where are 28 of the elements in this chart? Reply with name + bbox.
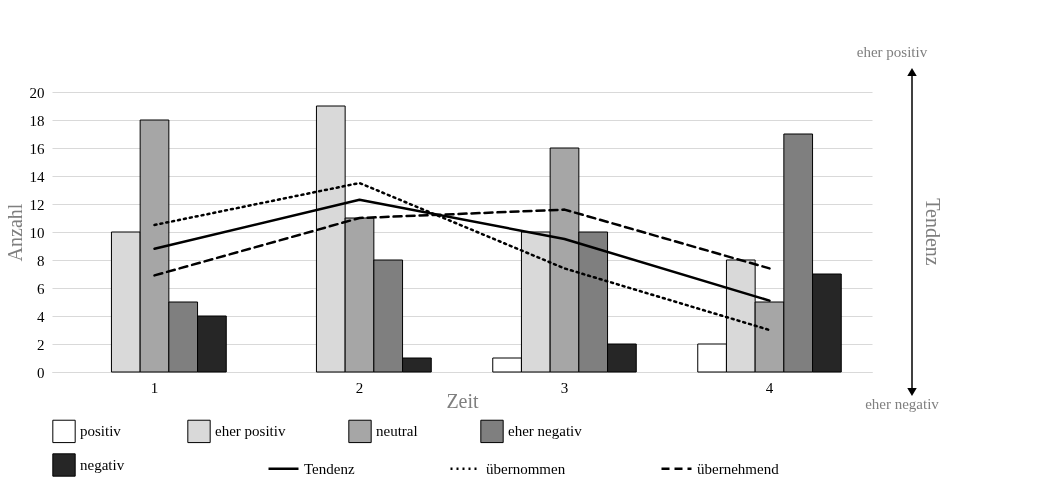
y-tick-label: 12 xyxy=(29,196,45,213)
y-axis-title: Anzahl xyxy=(3,203,26,262)
text: eher negativ xyxy=(865,396,940,412)
x-tick-label: 4 xyxy=(765,379,774,396)
y-tick-label: 4 xyxy=(37,308,45,325)
y-tick-label: 2 xyxy=(37,336,45,353)
x-tick-label: 1 xyxy=(150,379,159,396)
x-tick-label: 3 xyxy=(560,379,569,396)
legend-label: eher negativ xyxy=(508,423,583,440)
legend-label: neutral xyxy=(376,423,418,440)
y-tick-label: 18 xyxy=(29,112,45,129)
y-tick-label: 0 xyxy=(37,364,45,381)
y2-axis-title: Tendenz xyxy=(922,198,944,266)
text: eher positiv xyxy=(856,44,928,60)
y-tick-label: 20 xyxy=(29,84,45,101)
y-tick-label: 10 xyxy=(29,224,45,241)
y-tick-label: 14 xyxy=(29,168,45,185)
legend-label: positiv xyxy=(80,423,122,440)
y-tick-label: 16 xyxy=(29,140,45,157)
y-tick-label: 8 xyxy=(37,252,45,269)
legend-label: eher positiv xyxy=(215,423,286,440)
x-axis-title: Zeit xyxy=(446,389,480,412)
legend-label: negativ xyxy=(80,457,125,473)
x-tick-label: 2 xyxy=(355,379,364,396)
legend-label: übernommen xyxy=(486,460,566,477)
y-tick-label: 6 xyxy=(37,280,45,297)
legend-label: Tendenz xyxy=(304,460,355,477)
legend-label: übernehmend xyxy=(697,460,780,477)
